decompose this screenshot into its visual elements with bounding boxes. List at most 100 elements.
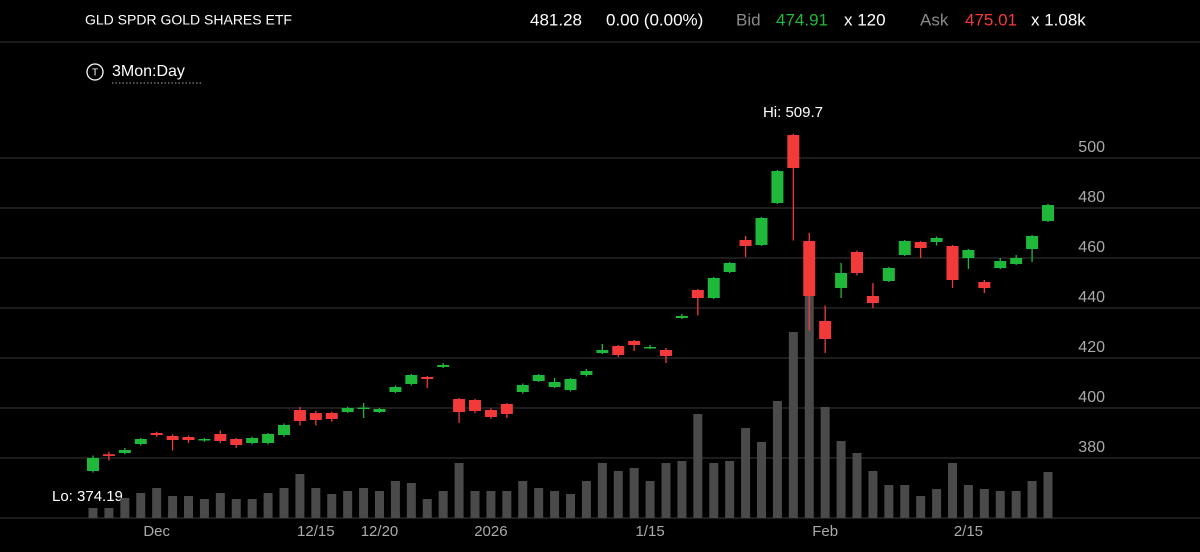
candle-body [405, 375, 418, 384]
volume-bar [884, 485, 894, 518]
candle-body [882, 268, 895, 281]
volume-bar [932, 489, 942, 518]
candle-body [803, 241, 816, 296]
x-tick-label: 12/20 [361, 523, 399, 540]
candle-body [357, 407, 370, 409]
volume-bar [820, 407, 830, 518]
volume-bar [247, 499, 257, 518]
candle-body [214, 434, 227, 441]
volume-bar [279, 488, 289, 518]
candle-body [628, 341, 641, 345]
candle-body [262, 434, 275, 443]
candle-body [675, 316, 688, 318]
volume-bar [104, 508, 114, 518]
volume-bar [231, 499, 241, 518]
candle-body [898, 241, 911, 255]
y-tick-label: 500 [1078, 139, 1105, 156]
volume-bar [757, 442, 766, 518]
candle-body [612, 346, 625, 355]
volume-bar [327, 494, 337, 518]
volume-bar [693, 414, 703, 518]
volume-bar [136, 493, 146, 518]
candle-body [819, 321, 832, 339]
volume-bar [677, 461, 687, 518]
candle-body [516, 385, 529, 392]
candle-body [484, 410, 497, 417]
candle-body [723, 263, 736, 272]
volume-bar [868, 471, 878, 518]
volume-bar [534, 488, 544, 518]
y-tick-label: 400 [1078, 389, 1105, 406]
candle-body [389, 387, 402, 392]
y-tick-label: 480 [1078, 189, 1105, 206]
candle-body [246, 438, 259, 443]
volume-bar [597, 463, 607, 518]
candle-body [851, 252, 863, 273]
ask-size: x 1.08k [1031, 10, 1086, 29]
candle-body [1010, 258, 1023, 264]
volume-bar [422, 499, 432, 518]
x-tick-label: 2026 [474, 523, 507, 540]
last-price: 481.28 [530, 10, 582, 29]
volume-bar [566, 494, 575, 518]
volume-bar [454, 463, 464, 518]
candle-body [421, 377, 434, 379]
volume-bar [486, 491, 496, 518]
x-tick-label: Dec [143, 523, 170, 540]
volume-bar [804, 288, 814, 518]
volume-bar [199, 499, 209, 518]
candle-body [691, 290, 704, 298]
volume-bar [263, 493, 273, 518]
volume-bar [470, 491, 480, 518]
candle-body [644, 347, 657, 349]
candle-body [755, 218, 768, 245]
volume-bar [438, 491, 448, 518]
candle-body [118, 450, 131, 453]
volume-bar [581, 481, 591, 518]
volume-bar [645, 481, 655, 518]
y-tick-label: 420 [1078, 339, 1105, 356]
candle-body [532, 375, 545, 381]
x-tick-label: 2/15 [954, 523, 983, 540]
volume-bar [836, 441, 846, 518]
candle-body [453, 399, 466, 412]
candle-body [198, 439, 211, 441]
volume-bar [661, 463, 671, 518]
candle-body [166, 436, 179, 440]
y-tick-label: 440 [1078, 289, 1105, 306]
candle-body [341, 408, 354, 412]
volume-bar [725, 461, 735, 518]
volume-bar [916, 496, 926, 518]
candle-body [548, 382, 561, 387]
candle-body [946, 246, 959, 280]
candle-body [962, 250, 975, 258]
volume-bar [772, 401, 782, 518]
volume-bar [359, 488, 369, 518]
volume-bar [518, 481, 528, 518]
candle-body [134, 439, 147, 444]
candle-body [660, 350, 672, 356]
volume-bar [502, 491, 512, 518]
candle-body [325, 413, 338, 419]
volume-bar [900, 485, 910, 518]
low-annotation: Lo: 374.19 [52, 488, 123, 505]
volume-bar [995, 491, 1005, 518]
candle-body [739, 240, 752, 246]
volume-bar [1043, 472, 1053, 518]
range-icon [86, 63, 104, 81]
candle-body [1026, 236, 1039, 249]
candle-body [564, 379, 577, 390]
range-label[interactable]: 3Mon:Day [112, 63, 185, 80]
volume-bar [311, 488, 321, 518]
candle-body [978, 282, 991, 288]
candle-body [182, 437, 195, 440]
volume-bar [613, 471, 623, 518]
candle-body [771, 171, 784, 203]
high-annotation: Hi: 509.7 [763, 104, 823, 121]
range-selector[interactable]: T 3Mon:Day [86, 63, 201, 84]
candle-body [150, 433, 163, 435]
candle-body [437, 365, 450, 367]
volume-bar [215, 493, 225, 518]
candle-body [787, 135, 800, 168]
